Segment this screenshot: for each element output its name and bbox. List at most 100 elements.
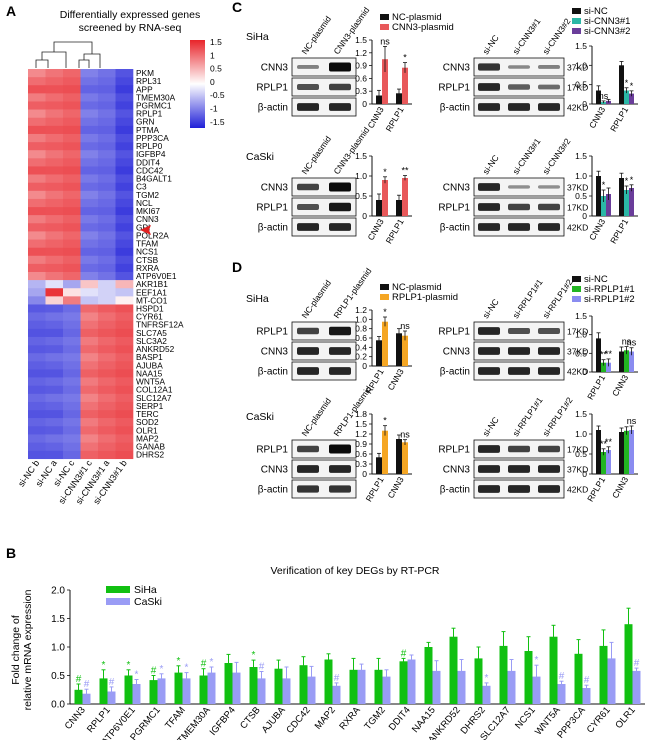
heatmap-cell — [28, 77, 46, 86]
significance-mark: # — [151, 666, 157, 677]
legend-label: si-RPLP1#2 — [584, 294, 635, 305]
heatmap-cell — [98, 353, 116, 362]
protein-band — [329, 347, 351, 355]
color-scale-tick: -1 — [210, 104, 218, 114]
gene-label: MKI67 — [136, 206, 160, 216]
heatmap-cell — [80, 320, 99, 330]
heatmap-cell — [63, 393, 81, 403]
x-tick-label: PPP3CA — [555, 704, 588, 740]
heatmap-cell — [115, 450, 134, 460]
gene-label: RPLP0 — [136, 141, 163, 151]
heatmap-cell — [98, 450, 116, 460]
heatmap-cell — [28, 410, 46, 419]
legend-swatch — [572, 18, 581, 24]
bar — [619, 432, 624, 474]
bar — [596, 176, 601, 216]
band-name: CNN3 — [261, 465, 289, 476]
heatmap-cell — [98, 198, 116, 208]
protein-band — [478, 223, 500, 231]
heatmap-cell — [98, 426, 116, 435]
gene-label: COL12A1 — [136, 385, 173, 395]
gene-label: OLR1 — [136, 425, 158, 435]
protein-band — [478, 103, 500, 111]
bar-chart: 0 0.5 1.0 1.5 CNN3 RPLP1 ns * * — [575, 41, 638, 133]
y-tick-label: 0 — [582, 469, 587, 479]
gene-label: SLC7A5 — [136, 328, 167, 338]
legend-swatch — [380, 284, 389, 290]
bar — [424, 647, 433, 704]
lane-label: si-CNN3#2 — [540, 16, 572, 56]
heatmap-cell — [63, 304, 81, 313]
heatmap-cell — [45, 418, 64, 427]
heatmap-cell — [115, 418, 134, 427]
y-tick-label: 1.8 — [355, 409, 367, 419]
significance-mark: # — [584, 675, 590, 686]
heatmap-cell — [80, 231, 99, 240]
band-name: RPLP1 — [256, 445, 288, 456]
x-tick-label: CNN3 — [610, 373, 630, 398]
heatmap-cell — [98, 418, 116, 427]
heatmap-cell — [63, 69, 81, 78]
heatmap-cell — [98, 182, 116, 192]
significance-mark: # — [201, 659, 207, 670]
gene-label: NCL — [136, 198, 153, 208]
x-tick-label: CNN3 — [385, 475, 405, 500]
heatmap-cell — [80, 215, 99, 224]
kd-label: 17KD — [567, 445, 588, 455]
protein-band — [329, 202, 351, 212]
heatmap-cell — [45, 85, 64, 94]
heatmap-cell — [115, 69, 134, 78]
heatmap-cell — [98, 109, 116, 119]
western-blot: si-NC si-RPLP1#1si-RPLP1#2 RPLP1 17KD CNN3 37… — [438, 277, 588, 381]
gene-label: SLC12A7 — [136, 393, 172, 403]
protein-band — [508, 203, 530, 211]
blot-frame — [291, 361, 357, 381]
legend-label: si-RPLP1#1 — [584, 284, 635, 295]
protein-band — [329, 182, 351, 192]
y-tick-label: 0.2 — [355, 352, 367, 362]
bar — [396, 200, 402, 216]
bar-chart: 00.20.40.60.81.01.2 RPLP1 CNN3 * ns — [355, 305, 412, 395]
heatmap-cell — [80, 150, 99, 159]
bar — [619, 351, 624, 372]
protein-band — [538, 445, 560, 453]
x-tick-label: TFAM — [163, 705, 188, 732]
significance-mark: * — [625, 78, 629, 88]
kd-label: 37KD — [567, 63, 588, 73]
heatmap-cell — [63, 190, 81, 200]
color-scale-tick: -0.5 — [210, 90, 225, 100]
heatmap-cell — [63, 328, 81, 338]
heatmap-cell — [63, 198, 81, 208]
color-scale-ticks: 1.5 1 0.5 0 -0.5 -1 -1.5 — [210, 37, 225, 127]
y-tick-label: 1.5 — [355, 35, 367, 45]
significance-mark: * — [630, 175, 634, 185]
gene-label: SLC3A2 — [136, 336, 167, 346]
heatmap-cell — [80, 288, 99, 297]
lane-label: si-NC — [480, 153, 500, 176]
heatmap-cell — [80, 142, 99, 151]
heatmap-cell — [98, 361, 116, 370]
band-name: CNN3 — [443, 63, 471, 74]
y-tick-label: 0.5 — [575, 80, 587, 90]
y-tick-label: 0.5 — [575, 348, 587, 358]
protein-band — [478, 63, 500, 71]
bar — [107, 691, 116, 704]
dendrogram — [35, 41, 101, 68]
heatmap-cell — [80, 166, 99, 175]
x-tick-label: MAP2 — [313, 705, 338, 732]
heatmap-cell — [28, 142, 46, 151]
heatmap-cell — [28, 150, 46, 159]
kd-label: 37KD — [567, 465, 588, 475]
heatmap-cell — [45, 101, 64, 110]
gene-label: WNT5A — [136, 377, 166, 387]
cell-line-label: CaSki — [246, 151, 274, 163]
significance-mark: ns — [627, 416, 637, 426]
bar — [82, 693, 91, 704]
heatmap-cell — [28, 304, 46, 313]
heatmap-cell — [28, 280, 46, 289]
heatmap-cell — [80, 207, 99, 216]
heatmap-cell — [115, 442, 134, 451]
legend-label: si-NC — [584, 6, 608, 17]
heatmap-cell — [115, 101, 134, 110]
